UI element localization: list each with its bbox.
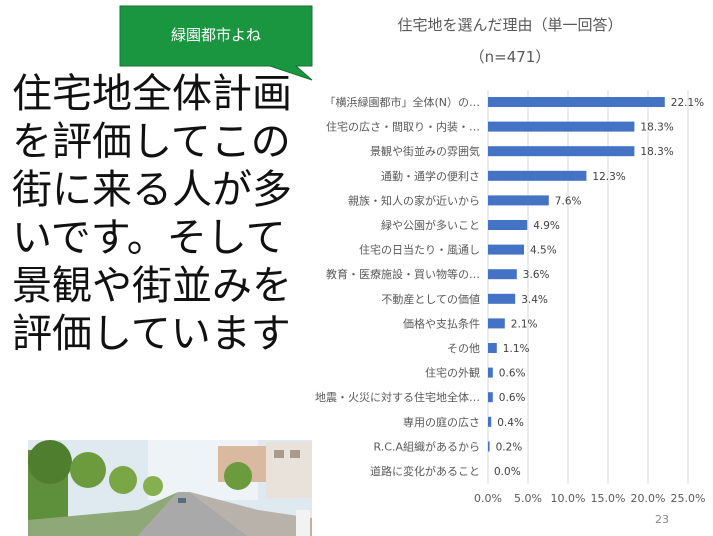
x-tick-label: 25.0%	[671, 492, 706, 505]
value-label: 3.4%	[521, 294, 548, 306]
bar	[488, 244, 524, 255]
category-label: 価格や支払条件	[403, 316, 480, 330]
bar	[488, 97, 665, 107]
bar	[488, 416, 492, 427]
street-photo	[28, 440, 312, 536]
category-label: 親族・知人の家が近いから	[348, 193, 480, 207]
category-label: 地震・火災に対する住宅地全体…	[315, 390, 480, 404]
bar	[488, 269, 517, 280]
value-labels: 22.1% 18.3% 18.3% 12.3% 7.6% 4.9% 4.5% 3.6% 3.4%…	[494, 97, 704, 478]
bar	[488, 293, 516, 304]
value-label: 0.6%	[499, 368, 526, 380]
x-tick-label: 20.0%	[631, 492, 666, 505]
value-label: 0.2%	[496, 441, 523, 453]
category-label: 通勤・通学の便利さ	[381, 169, 480, 183]
x-tick-label: 15.0%	[591, 492, 626, 505]
bar	[488, 318, 505, 329]
bar	[488, 121, 635, 132]
bar	[488, 367, 493, 378]
category-label: その他	[447, 342, 480, 355]
bar	[488, 195, 549, 206]
category-label: 緑や公園が多いこと	[381, 218, 480, 232]
callout-label: 緑園都市よね	[170, 26, 261, 44]
category-label: 専用の庭の広さ	[403, 415, 480, 429]
category-label: R.C.A組織があるから	[374, 439, 480, 453]
value-label: 18.3%	[640, 146, 673, 158]
value-label: 4.9%	[533, 220, 560, 232]
value-label: 18.3%	[640, 122, 673, 134]
bar	[488, 441, 490, 452]
category-label: 住宅の外観	[425, 366, 480, 380]
x-tick-label: 10.0%	[551, 492, 586, 505]
category-label: 住宅の広さ・間取り・内装・…	[326, 120, 480, 134]
chart-title: 住宅地を選んだ理由（単一回答）	[397, 16, 622, 34]
category-label: 景観や街並みの雰囲気	[370, 144, 480, 158]
value-label: 3.6%	[523, 269, 550, 281]
x-tick-label: 0.0%	[474, 492, 502, 505]
main-statement-text: 住宅地全体計画を評価してこの街に来る人が多いです。そして景観や街並みを評価してい…	[12, 71, 292, 357]
x-axis-ticks: 0.0% 5.0% 10.0% 15.0% 20.0% 25.0%	[474, 492, 705, 505]
value-label: 1.1%	[503, 343, 530, 355]
bar-chart: 住宅地を選んだ理由（単一回答） （n=471） 「横浜緑園都市」全体(N）の… 住…	[315, 16, 705, 505]
value-label: 2.1%	[511, 318, 538, 330]
value-label: 12.3%	[592, 171, 625, 183]
value-label: 0.6%	[499, 392, 526, 404]
bar	[488, 392, 493, 403]
bar	[488, 146, 635, 157]
bar	[488, 220, 528, 230]
value-label: 0.0%	[494, 466, 521, 478]
category-labels: 「横浜緑園都市」全体(N）の… 住宅の広さ・間取り・内装・… 景観や街並みの雰囲気通…	[315, 95, 480, 478]
bar	[488, 170, 587, 181]
value-label: 22.1%	[671, 97, 704, 109]
category-label: 教育・医療施設・買い物等の…	[326, 267, 480, 281]
category-label: 不動産としての価値	[381, 292, 480, 306]
bar	[488, 343, 497, 353]
chart-subtitle: （n=471）	[470, 48, 551, 66]
value-label: 0.4%	[497, 417, 524, 429]
category-label: 「横浜緑園都市」全体(N）の…	[324, 95, 480, 109]
category-label: 住宅の日当たり・風通し	[359, 243, 480, 257]
category-label: 道路に変化があること	[370, 464, 480, 478]
bars	[488, 97, 665, 452]
page-number: 23	[655, 513, 669, 526]
x-tick-label: 5.0%	[514, 492, 542, 505]
value-label: 7.6%	[555, 195, 582, 207]
value-label: 4.5%	[530, 245, 557, 257]
